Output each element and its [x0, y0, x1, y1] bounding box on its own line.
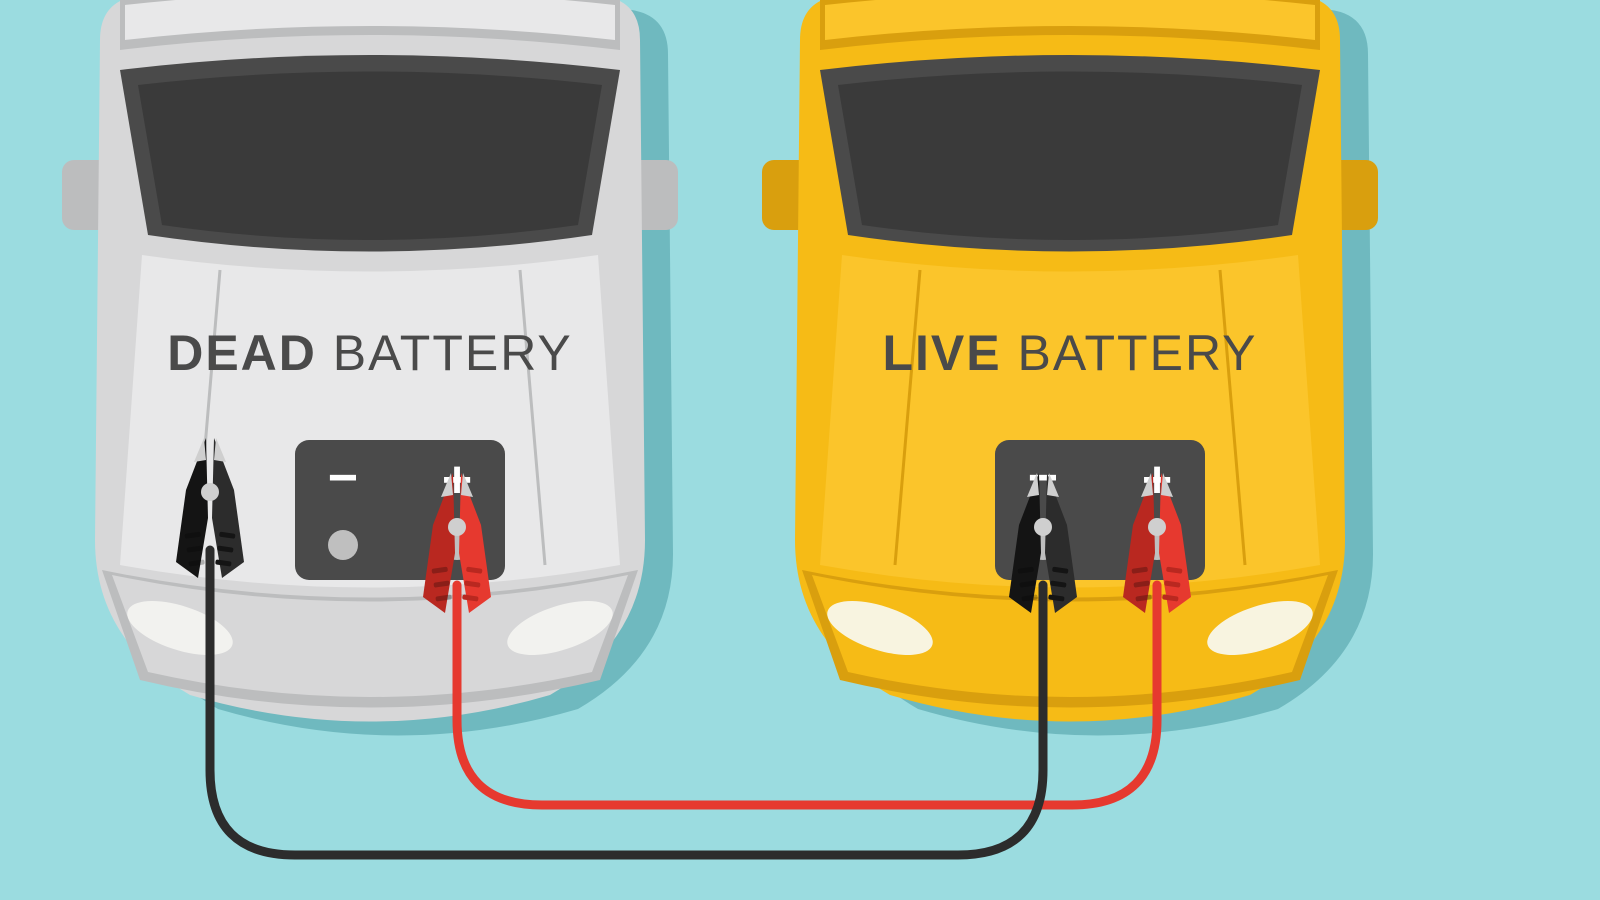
car-label-light: BATTERY — [1002, 325, 1258, 381]
car-label: LIVE BATTERY — [882, 325, 1257, 381]
car-label-bold: DEAD — [167, 325, 317, 381]
car-label-light: BATTERY — [317, 325, 573, 381]
car-label-bold: LIVE — [882, 325, 1001, 381]
car-label: DEAD BATTERY — [167, 325, 573, 381]
battery-neg-terminal — [328, 530, 358, 560]
windshield-glass — [838, 72, 1302, 241]
car: LIVE BATTERY−+ — [762, 0, 1378, 736]
windshield-glass — [138, 72, 602, 241]
battery-neg-symbol: − — [328, 449, 358, 507]
car: DEAD BATTERY−+ — [62, 0, 678, 736]
